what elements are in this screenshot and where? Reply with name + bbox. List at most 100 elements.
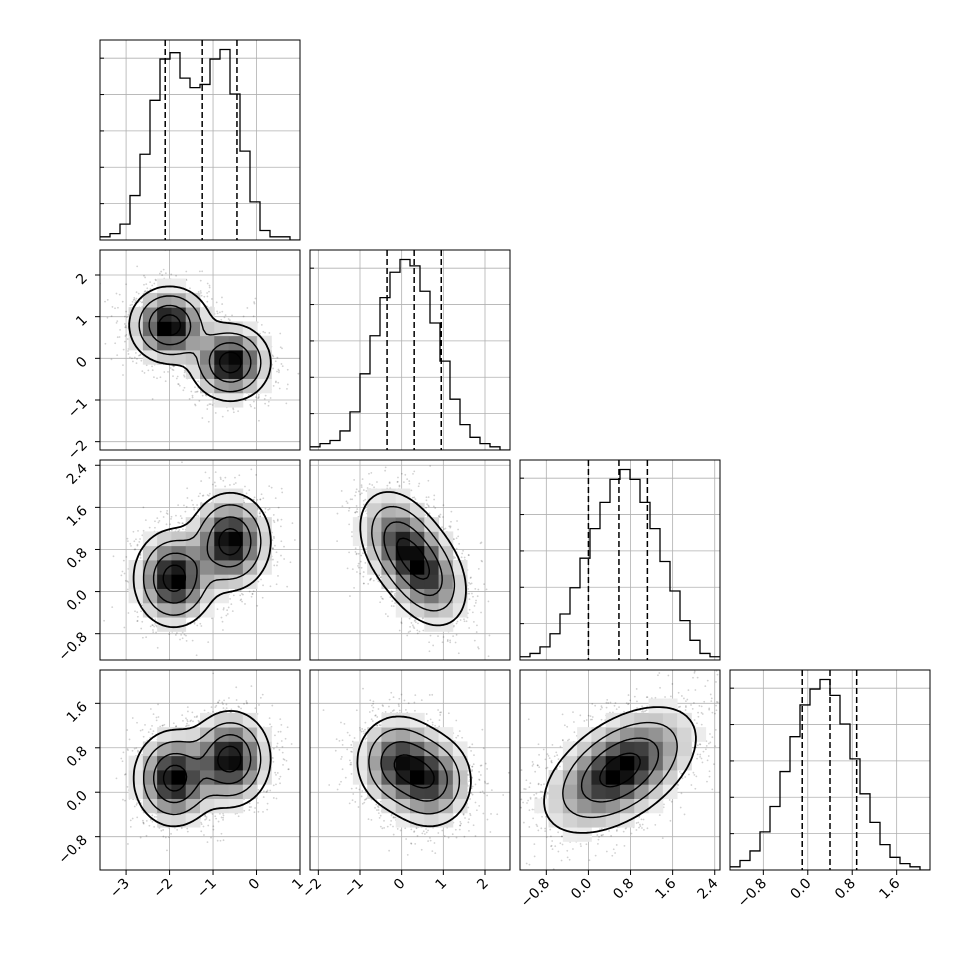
sample-point xyxy=(154,622,156,625)
sample-point xyxy=(171,368,174,371)
sample-point xyxy=(253,302,256,305)
density-cell xyxy=(157,321,172,337)
sample-point xyxy=(155,279,157,282)
sample-point xyxy=(252,315,255,318)
sample-point xyxy=(199,279,202,282)
sample-point xyxy=(139,538,141,540)
sample-point xyxy=(283,545,285,548)
sample-point xyxy=(226,609,229,612)
sample-point xyxy=(111,306,114,308)
sample-point xyxy=(278,371,280,374)
sample-point xyxy=(183,371,186,374)
sample-point xyxy=(224,314,227,317)
sample-point xyxy=(277,368,280,371)
sample-point xyxy=(199,622,202,625)
sample-point xyxy=(179,638,181,641)
sample-point xyxy=(134,299,137,302)
sample-point xyxy=(206,295,209,298)
sample-point xyxy=(139,353,142,356)
sample-point xyxy=(193,508,196,511)
sample-point xyxy=(114,307,116,310)
sample-point xyxy=(115,321,118,324)
sample-point xyxy=(135,538,137,541)
sample-point xyxy=(149,288,152,290)
sample-point xyxy=(195,514,198,517)
sample-point xyxy=(251,593,254,595)
sample-point xyxy=(146,287,149,290)
sample-point xyxy=(156,646,159,649)
sample-point xyxy=(264,394,267,397)
sample-point xyxy=(209,403,212,405)
sample-point xyxy=(286,585,289,588)
sample-point xyxy=(273,521,276,524)
sample-point xyxy=(172,365,175,368)
sample-point xyxy=(160,270,163,273)
sample-point xyxy=(136,543,139,546)
sample-point xyxy=(207,420,210,423)
sample-point xyxy=(196,390,199,393)
sample-point xyxy=(124,326,127,329)
sample-point xyxy=(182,389,185,392)
sample-point xyxy=(120,574,123,577)
density-cell xyxy=(185,321,201,337)
sample-point xyxy=(110,315,113,318)
sample-point xyxy=(184,510,187,513)
sample-point xyxy=(232,594,235,597)
sample-point xyxy=(206,404,209,407)
sample-point xyxy=(244,399,247,401)
sample-point xyxy=(139,354,141,357)
sample-point xyxy=(129,304,132,307)
sample-point xyxy=(188,398,191,400)
density-cell xyxy=(185,350,201,365)
sample-point xyxy=(206,300,209,303)
histogram-steps-3 xyxy=(730,678,930,870)
sample-point xyxy=(222,608,225,611)
sample-point xyxy=(170,518,172,520)
sample-point xyxy=(156,377,158,380)
sample-point xyxy=(140,627,143,630)
sample-point xyxy=(201,494,204,497)
sample-point xyxy=(272,535,275,538)
sample-point xyxy=(175,274,177,277)
sample-point xyxy=(153,625,156,628)
sample-point xyxy=(227,606,230,609)
sample-point xyxy=(283,558,286,560)
density-cell xyxy=(200,335,215,351)
sample-point xyxy=(139,557,142,559)
sample-point xyxy=(254,297,257,300)
sample-point xyxy=(242,593,244,596)
sample-point xyxy=(250,468,253,471)
sample-point xyxy=(122,374,124,376)
sample-point xyxy=(199,492,201,495)
sample-point xyxy=(143,274,145,277)
sample-point xyxy=(227,318,230,320)
sample-point xyxy=(211,483,214,486)
sample-point xyxy=(272,355,275,358)
sample-point xyxy=(256,604,259,607)
sample-point xyxy=(141,534,144,537)
sample-point xyxy=(147,369,150,372)
sample-point xyxy=(259,332,261,335)
sample-point xyxy=(267,508,270,511)
density-cell xyxy=(171,321,187,337)
sample-point xyxy=(215,301,218,304)
sample-point xyxy=(297,372,300,375)
sample-point xyxy=(149,281,152,284)
sample-point xyxy=(271,547,274,549)
sample-point xyxy=(247,394,250,396)
sample-point xyxy=(264,511,267,514)
sample-point xyxy=(182,528,184,531)
sample-point xyxy=(183,386,186,389)
sample-point xyxy=(104,300,106,303)
sample-point xyxy=(268,508,271,510)
sample-point xyxy=(267,400,270,403)
sample-point xyxy=(244,399,247,402)
sample-point xyxy=(159,510,162,513)
sample-point xyxy=(161,274,164,277)
sample-point xyxy=(136,615,139,618)
sample-point xyxy=(245,492,248,495)
sample-point xyxy=(205,394,208,397)
sample-point xyxy=(253,407,256,409)
sample-point xyxy=(280,487,283,490)
